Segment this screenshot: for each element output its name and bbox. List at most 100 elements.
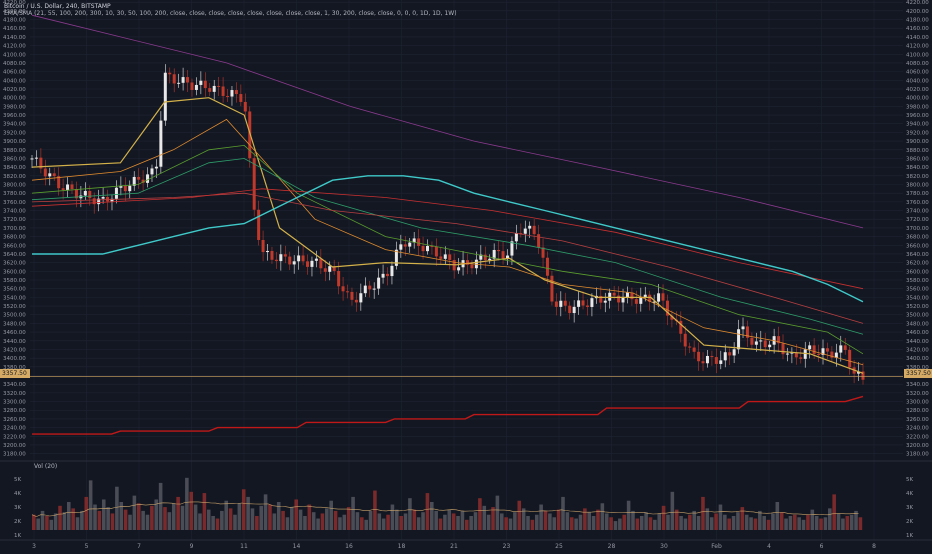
price-axis-tick-left: 3320.00 <box>3 391 26 397</box>
candle-body <box>821 348 825 355</box>
price-axis-tick-left: 3220.00 <box>3 434 26 440</box>
volume-bar <box>569 517 574 530</box>
volume-bar <box>456 516 460 530</box>
candle-body <box>661 293 665 301</box>
volume-bar <box>84 496 89 530</box>
candle-body <box>323 268 327 272</box>
candle-body <box>745 326 749 338</box>
candle-body <box>577 300 581 307</box>
candle-body <box>337 270 341 287</box>
volume-bar <box>268 504 272 530</box>
candle-body <box>443 254 447 259</box>
volume-axis-tick-left: 4K <box>14 491 21 497</box>
volume-bar <box>45 516 49 530</box>
volume-bar <box>788 516 793 530</box>
volume-bar <box>692 510 696 530</box>
candle-body <box>448 254 452 260</box>
candle-body <box>408 242 412 247</box>
price-axis-tick-left: 3880.00 <box>3 148 26 154</box>
candle-body <box>483 254 487 261</box>
volume-bar <box>381 518 386 530</box>
candle-body <box>519 233 523 235</box>
volume-bar <box>215 518 220 530</box>
candle-body <box>670 315 674 320</box>
volume-bar <box>390 504 395 530</box>
price-axis-tick: 3760.00 <box>906 200 929 206</box>
volume-bar <box>718 504 723 530</box>
price-axis-tick-left: 3480.00 <box>3 321 26 327</box>
volume-bar <box>259 505 264 530</box>
volume-bar <box>443 514 447 530</box>
candle-body <box>248 111 252 159</box>
candle-body <box>665 300 669 316</box>
indicator-label: EMA/SMA (21, 55, 100, 200, 300, 10, 30, … <box>4 10 457 17</box>
volume-bar <box>849 514 854 530</box>
volume-bar <box>508 518 513 530</box>
price-axis-tick-left: 3420.00 <box>3 347 26 353</box>
candle-body <box>754 341 758 345</box>
volume-bar <box>71 508 75 530</box>
volume-bar <box>583 508 587 530</box>
candle-body <box>714 357 718 364</box>
volume-bar <box>346 507 351 530</box>
volume-bar <box>854 510 858 530</box>
volume-bar <box>399 516 403 530</box>
volume-bar <box>504 517 508 530</box>
time-axis-tick: 14 <box>293 543 301 550</box>
candle-body <box>657 293 661 302</box>
volume-bar <box>430 502 434 530</box>
candle-body <box>270 250 274 260</box>
volume-bar <box>447 509 452 530</box>
price-axis-tick-left: 3640.00 <box>3 252 26 258</box>
volume-bar <box>128 514 132 530</box>
price-axis-tick: 4040.00 <box>906 78 929 84</box>
volume-bar <box>36 518 40 530</box>
candle-body <box>137 176 141 180</box>
volume-bar <box>753 518 758 530</box>
volume-bar <box>119 502 124 530</box>
candle-body <box>857 371 861 374</box>
candle-body <box>363 285 367 294</box>
volume-bar <box>828 508 832 530</box>
volume-bar <box>744 514 749 530</box>
volume-bar <box>648 517 653 530</box>
volume-bar <box>106 507 110 530</box>
candle-body <box>66 184 70 190</box>
price-axis-tick: 3440.00 <box>906 339 929 345</box>
volume-bar <box>93 504 97 530</box>
price-axis-tick: 4020.00 <box>906 87 929 93</box>
volume-bar <box>521 508 526 530</box>
time-axis-tick: 30 <box>660 543 668 550</box>
volume-bar <box>806 514 810 530</box>
price-axis-tick: 3860.00 <box>906 156 929 162</box>
price-axis-tick-left: 3300.00 <box>3 400 26 406</box>
volume-bar <box>403 513 408 530</box>
volume-bar <box>596 509 600 530</box>
volume-bar <box>666 514 670 530</box>
volume-bar <box>408 498 412 530</box>
candle-body <box>239 94 243 102</box>
volume-bar <box>548 513 552 530</box>
candle-body <box>692 347 696 352</box>
candle-body <box>292 261 296 265</box>
candle-body <box>617 295 621 303</box>
candle-body <box>101 197 105 199</box>
volume-bar <box>674 509 679 530</box>
candle-body <box>643 294 647 298</box>
price-axis-tick: 3600.00 <box>906 269 929 275</box>
volume-bar <box>62 512 67 530</box>
price-axis-tick-left: 4180.00 <box>3 18 26 24</box>
candle-body <box>479 254 483 260</box>
volume-bar <box>578 514 583 530</box>
volume-bar <box>486 514 491 530</box>
volume-bar <box>364 519 368 530</box>
candle-body <box>634 299 638 304</box>
volume-bar <box>163 507 167 530</box>
time-axis-tick: 16 <box>345 543 353 550</box>
volume-bar <box>320 513 325 530</box>
price-axis-tick-left: 3520.00 <box>3 304 26 310</box>
volume-bar <box>731 516 736 530</box>
candle-body <box>172 74 176 84</box>
